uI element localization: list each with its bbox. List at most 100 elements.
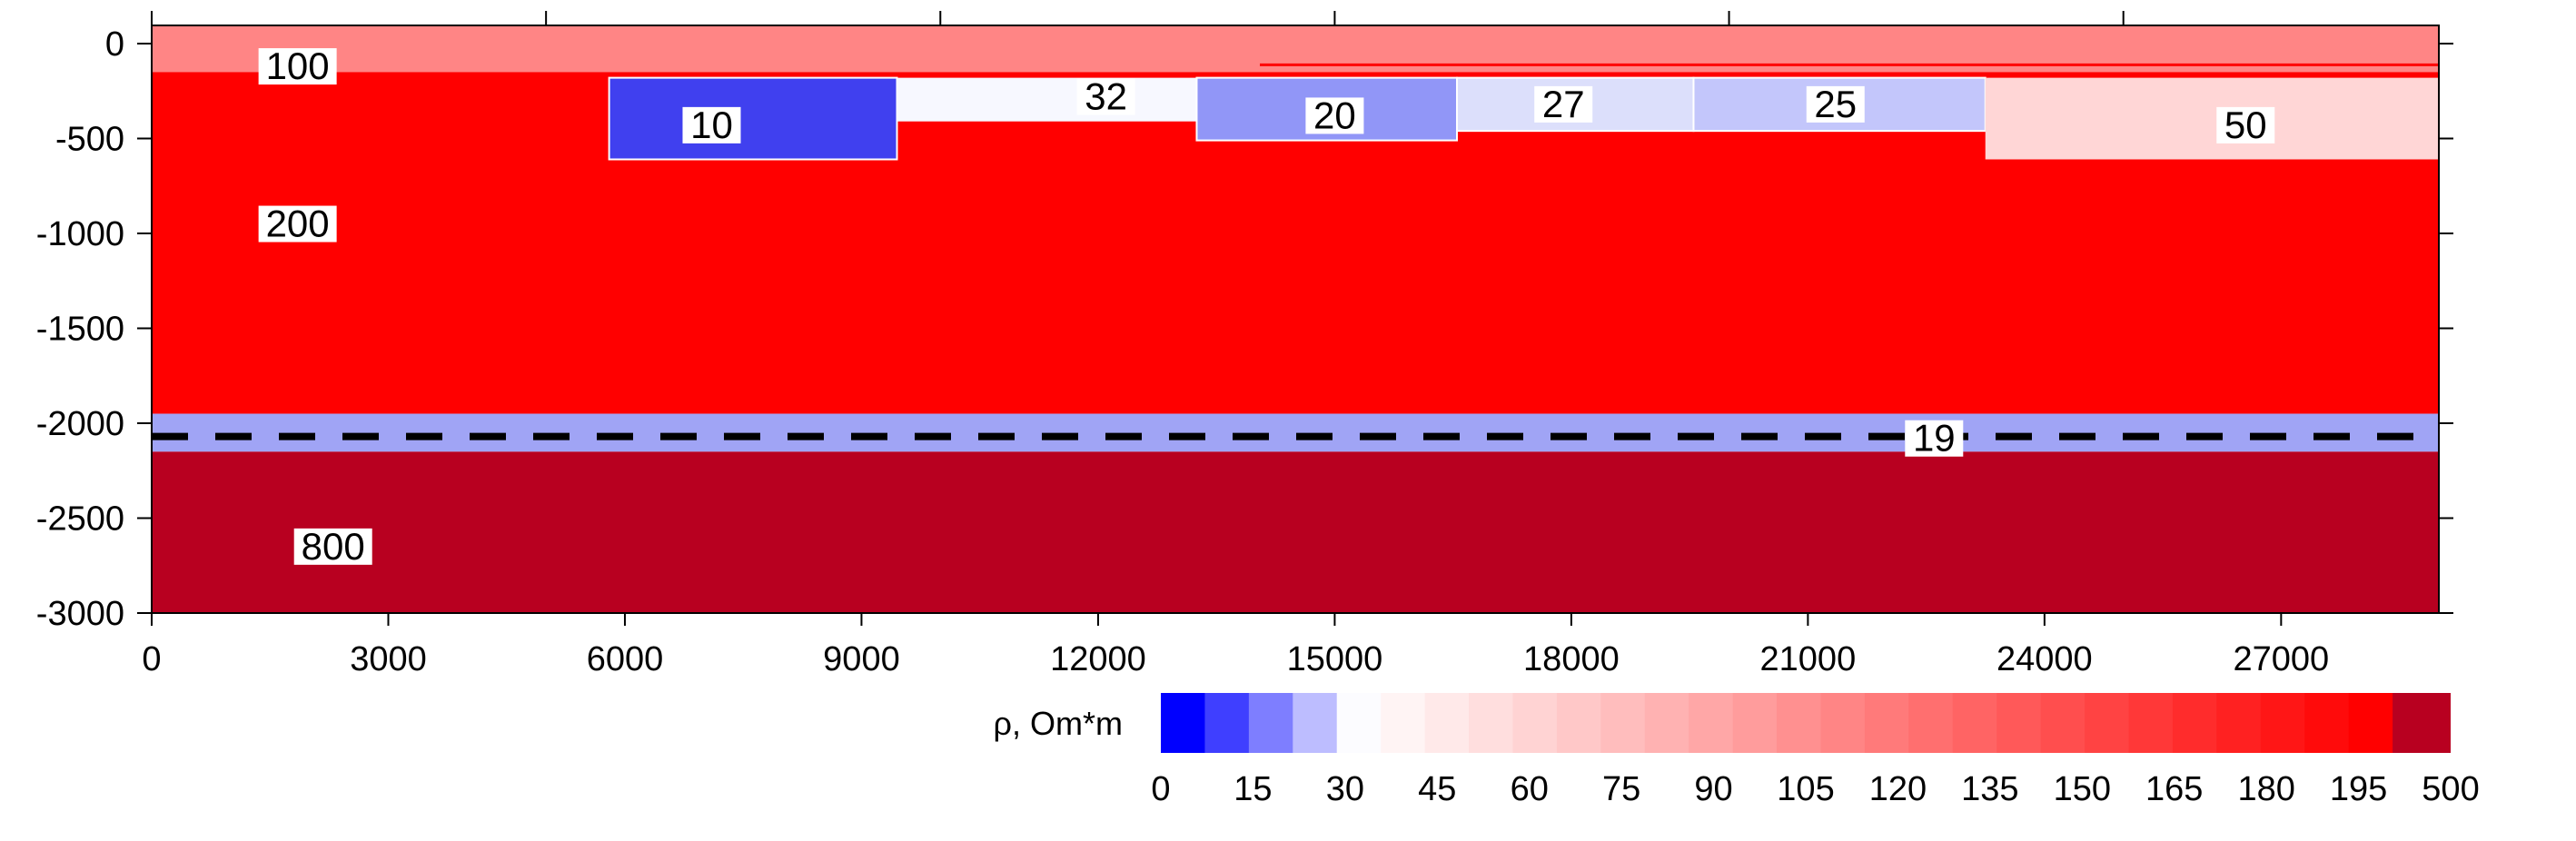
colorbar-tick-label: 180 bbox=[2237, 770, 2294, 808]
colorbar-segment bbox=[1512, 693, 1558, 753]
label-box bbox=[2216, 106, 2275, 143]
colorbar: ρ, Om*m 0 15 30 45 60 75 90 105 120 135 150 165 180 19… bbox=[994, 693, 2480, 808]
region-label-32: 32 bbox=[1076, 75, 1135, 118]
label-text: 19 bbox=[1913, 417, 1956, 460]
colorbar-segment bbox=[1161, 693, 1206, 753]
x-tick-label: 27000 bbox=[2234, 640, 2330, 678]
colorbar-segment bbox=[1952, 693, 1998, 753]
colorbar-segment bbox=[1644, 693, 1690, 753]
colorbar-segment bbox=[2172, 693, 2218, 753]
x-tick-label: 24000 bbox=[1996, 640, 2093, 678]
region-label-20: 20 bbox=[1305, 94, 1364, 136]
label-text: 25 bbox=[1814, 83, 1857, 125]
colorbar-segment bbox=[1248, 693, 1294, 753]
x-tick-label: 6000 bbox=[587, 640, 664, 678]
colorbar-tick-label: 45 bbox=[1418, 770, 1456, 808]
colorbar-tick-label: 30 bbox=[1326, 770, 1364, 808]
colorbar-segment bbox=[1820, 693, 1866, 753]
colorbar-segment bbox=[1336, 693, 1382, 753]
label-text: 27 bbox=[1542, 83, 1585, 125]
label-text: 200 bbox=[266, 203, 330, 245]
region-labels: 100 10 32 20 27 25 50 200 19 800 bbox=[258, 45, 2275, 568]
colorbar-tick-label: 120 bbox=[1869, 770, 1927, 808]
colorbar-tick-label: 75 bbox=[1602, 770, 1640, 808]
colorbar-tick-label: 150 bbox=[2054, 770, 2111, 808]
colorbar-top-segment bbox=[2393, 693, 2451, 753]
colorbar-tick-label: 500 bbox=[2422, 770, 2479, 808]
region-label-10: 10 bbox=[682, 104, 741, 146]
colorbar-tick-label: 135 bbox=[1961, 770, 2018, 808]
y-tick-label: 0 bbox=[105, 25, 124, 64]
y-tick-label: -3000 bbox=[36, 595, 124, 633]
colorbar-segment bbox=[2216, 693, 2262, 753]
plot-axes: 0 -500 -1000 -1500 -2000 -2500 -3000 0 3000 6000 9… bbox=[36, 11, 2453, 678]
x-tick-label: 12000 bbox=[1050, 640, 1146, 678]
colorbar-segment bbox=[2304, 693, 2350, 753]
region-50 bbox=[1985, 77, 2439, 160]
label-box bbox=[1076, 78, 1135, 115]
region-label-25: 25 bbox=[1806, 83, 1865, 125]
colorbar-segment bbox=[2348, 693, 2394, 753]
colorbar-tick-label: 15 bbox=[1234, 770, 1272, 808]
region-label-100: 100 bbox=[258, 45, 337, 87]
label-text: 800 bbox=[302, 525, 365, 568]
label-text: 32 bbox=[1085, 75, 1127, 118]
label-box bbox=[1806, 85, 1865, 123]
colorbar-segment bbox=[1556, 693, 1602, 753]
y-tick-label: -1000 bbox=[36, 215, 124, 253]
region-800 bbox=[152, 451, 2439, 613]
colorbar-segment bbox=[1996, 693, 2042, 753]
label-box bbox=[1305, 97, 1364, 134]
colorbar-segment bbox=[1864, 693, 1910, 753]
colorbar-segment bbox=[2040, 693, 2086, 753]
plot-regions bbox=[152, 25, 2439, 613]
region-label-50: 50 bbox=[2216, 104, 2275, 146]
region-label-200: 200 bbox=[258, 203, 337, 245]
colorbar-tick-label: 90 bbox=[1694, 770, 1732, 808]
colorbar-segment bbox=[1469, 693, 1514, 753]
colorbar-segment bbox=[1777, 693, 1822, 753]
region-32 bbox=[897, 77, 1197, 122]
colorbar-tick-label: 195 bbox=[2330, 770, 2387, 808]
colorbar-segment bbox=[1689, 693, 1734, 753]
label-text: 50 bbox=[2224, 104, 2267, 146]
label-box bbox=[258, 48, 337, 85]
colorbar-segment bbox=[2085, 693, 2130, 753]
colorbar-tick-label: 0 bbox=[1151, 770, 1170, 808]
x-tick-label: 9000 bbox=[823, 640, 900, 678]
x-tick-label: 21000 bbox=[1760, 640, 1857, 678]
colorbar-segment bbox=[1204, 693, 1250, 753]
x-tick-label: 15000 bbox=[1287, 640, 1383, 678]
label-text: 100 bbox=[266, 45, 330, 87]
colorbar-segment bbox=[1600, 693, 1646, 753]
colorbar-segment bbox=[1732, 693, 1778, 753]
y-tick-label: -1500 bbox=[36, 311, 124, 349]
colorbar-segment bbox=[1424, 693, 1471, 753]
region-10 bbox=[608, 76, 898, 161]
plot-frame bbox=[151, 25, 2440, 614]
colorbar-tick-label: 105 bbox=[1777, 770, 1834, 808]
x-tick-label: 3000 bbox=[350, 640, 427, 678]
y-tick-label: -500 bbox=[55, 121, 124, 159]
colorbar-tick-label: 60 bbox=[1511, 770, 1549, 808]
label-text: 20 bbox=[1313, 94, 1356, 136]
label-box bbox=[1534, 85, 1593, 123]
region-label-800: 800 bbox=[293, 525, 372, 568]
colorbar-segment bbox=[2128, 693, 2174, 753]
colorbar-segment bbox=[2260, 693, 2306, 753]
colorbar-segment bbox=[1293, 693, 1338, 753]
region-label-27: 27 bbox=[1534, 83, 1593, 125]
x-tick-label: 0 bbox=[142, 640, 161, 678]
region-label-19: 19 bbox=[1905, 417, 1964, 460]
colorbar-tick-label: 165 bbox=[2145, 770, 2203, 808]
label-box bbox=[1905, 420, 1964, 457]
colorbar-segment bbox=[1908, 693, 1954, 753]
x-tick-label: 18000 bbox=[1523, 640, 1620, 678]
colorbar-segment bbox=[1381, 693, 1426, 753]
colorbar-label: ρ, Om*m bbox=[994, 705, 1123, 742]
label-box bbox=[258, 205, 337, 242]
y-tick-label: -2500 bbox=[36, 500, 124, 539]
y-tick-label: -2000 bbox=[36, 405, 124, 443]
label-box bbox=[682, 106, 741, 143]
